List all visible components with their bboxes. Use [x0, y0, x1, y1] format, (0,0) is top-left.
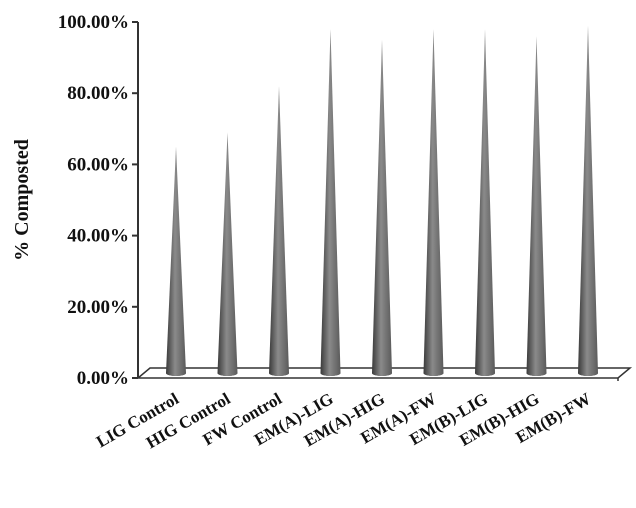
bar-cone: [475, 29, 495, 377]
y-tick-label: 60.00%: [67, 154, 129, 175]
bar-cone-body: [423, 29, 444, 377]
bar-cone: [526, 36, 547, 377]
bar-cone-body: [475, 29, 495, 377]
bar-cone-body: [217, 132, 238, 376]
bar-cone-body: [526, 36, 547, 377]
y-tick-label: 40.00%: [67, 226, 129, 247]
y-axis-ticks: 0.00% 20.00% 40.00% 60.00% 80.00% 100.00%: [58, 12, 138, 389]
bar-cone-body: [320, 29, 341, 377]
y-tick-label: 20.00%: [67, 297, 129, 318]
bar-cone-body: [372, 39, 392, 377]
bar-cone-body: [578, 25, 598, 377]
y-axis-title: % Composted: [11, 139, 33, 261]
bar-cone-body: [269, 86, 289, 376]
bar-cone: [423, 29, 444, 377]
bar-cone: [166, 146, 186, 376]
bar-cone: [320, 29, 341, 377]
y-tick-label: 0.00%: [77, 368, 129, 389]
bar-cone: [269, 86, 289, 376]
bar-cone: [217, 132, 238, 376]
y-tick-label: 80.00%: [67, 83, 129, 104]
bar-cone-body: [166, 146, 186, 376]
bar-series: [166, 25, 598, 377]
bar-cone: [372, 39, 392, 377]
y-tick-label: 100.00%: [58, 12, 129, 33]
bar-cone: [578, 25, 598, 377]
